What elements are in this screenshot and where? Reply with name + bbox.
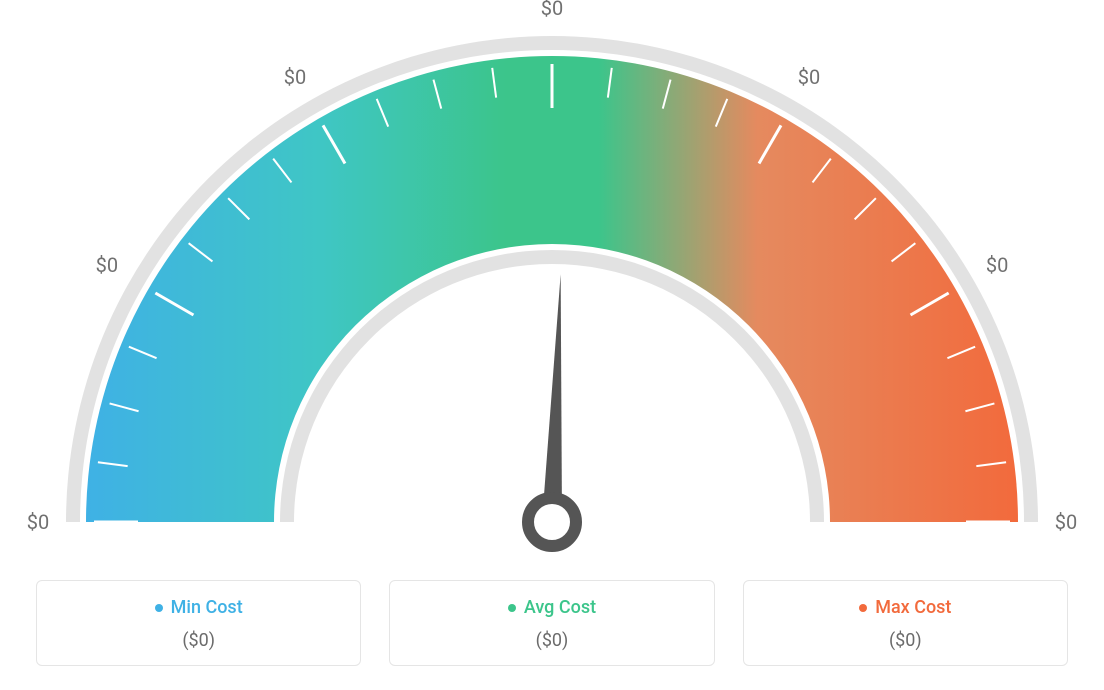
legend-title-min: Min Cost bbox=[155, 597, 243, 618]
legend-label-min: Min Cost bbox=[171, 597, 243, 618]
legend-row: Min Cost ($0) Avg Cost ($0) Max Cost ($0… bbox=[36, 580, 1068, 667]
gauge-tick-label: $0 bbox=[798, 65, 820, 89]
gauge-svg bbox=[0, 0, 1104, 560]
legend-card-avg: Avg Cost ($0) bbox=[389, 580, 714, 667]
gauge-tick-label: $0 bbox=[27, 510, 49, 534]
legend-value-min: ($0) bbox=[49, 630, 348, 651]
legend-title-max: Max Cost bbox=[859, 597, 951, 618]
gauge-tick-label: $0 bbox=[284, 65, 306, 89]
legend-card-max: Max Cost ($0) bbox=[743, 580, 1068, 667]
gauge-tick-label: $0 bbox=[541, 0, 563, 20]
legend-dot-max bbox=[859, 604, 867, 612]
gauge-container: $0 $0 $0 $0 $0 $0 $0 bbox=[0, 0, 1104, 560]
gauge-tick-label: $0 bbox=[986, 253, 1008, 277]
legend-card-min: Min Cost ($0) bbox=[36, 580, 361, 667]
legend-label-avg: Avg Cost bbox=[524, 597, 596, 618]
legend-value-avg: ($0) bbox=[402, 630, 701, 651]
gauge-tick-label: $0 bbox=[96, 253, 118, 277]
gauge-tick-label: $0 bbox=[1055, 510, 1077, 534]
legend-dot-min bbox=[155, 604, 163, 612]
legend-label-max: Max Cost bbox=[875, 597, 951, 618]
legend-title-avg: Avg Cost bbox=[508, 597, 596, 618]
legend-value-max: ($0) bbox=[756, 630, 1055, 651]
legend-dot-avg bbox=[508, 604, 516, 612]
